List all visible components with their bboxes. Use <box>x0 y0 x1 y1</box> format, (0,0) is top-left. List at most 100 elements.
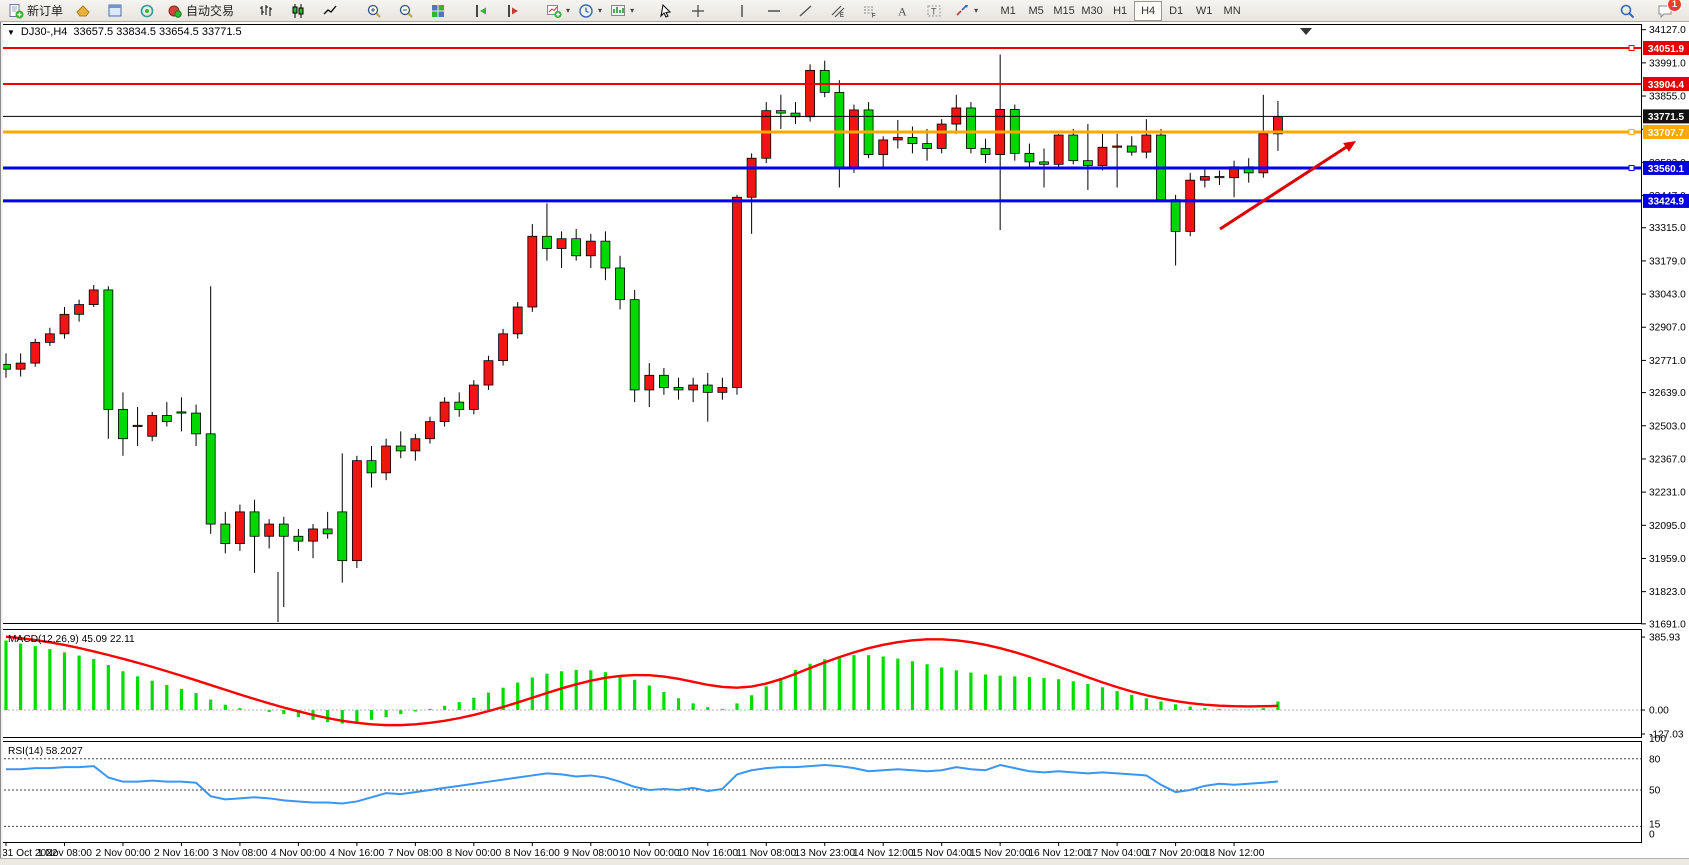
market-watch-button[interactable] <box>131 0 163 22</box>
chart-area[interactable]: 34127.033991.033855.033719.033583.033447… <box>0 22 1689 865</box>
templates-button[interactable]: ▾ <box>606 0 638 22</box>
candle-body[interactable] <box>659 374 669 388</box>
candle-body[interactable] <box>878 139 889 155</box>
candle-body[interactable] <box>644 374 655 391</box>
candle-chart-button[interactable] <box>282 0 314 22</box>
candle-body[interactable] <box>556 238 567 249</box>
candle-body[interactable] <box>1170 199 1181 232</box>
candle-body[interactable] <box>1097 146 1108 166</box>
text-button[interactable]: A <box>886 0 918 22</box>
candle-body[interactable] <box>702 384 713 393</box>
candle-body[interactable] <box>542 235 552 249</box>
timeframe-d1-button[interactable]: D1 <box>1169 4 1184 17</box>
candle-body[interactable] <box>922 143 932 149</box>
candle-body[interactable] <box>1199 176 1210 181</box>
candle-body[interactable] <box>132 424 143 427</box>
candle-body[interactable] <box>483 360 494 386</box>
candle-body[interactable] <box>1214 176 1225 179</box>
candle-body[interactable] <box>805 70 815 118</box>
candle-body[interactable] <box>88 289 99 305</box>
candle-body[interactable] <box>775 110 786 114</box>
chart-profiles-button[interactable] <box>67 0 99 22</box>
candle-body[interactable] <box>308 528 318 542</box>
candle-body[interactable] <box>761 110 772 159</box>
level-handle[interactable] <box>1628 128 1635 135</box>
level-handle[interactable] <box>1628 164 1635 171</box>
bar-chart-button[interactable] <box>250 0 282 22</box>
cursor-button[interactable] <box>650 0 682 22</box>
candle-body[interactable] <box>1141 134 1152 153</box>
candle-body[interactable] <box>220 523 231 544</box>
timeframe-mn-button[interactable]: MN <box>1223 4 1241 17</box>
timeframe-m15-button[interactable]: M15 <box>1053 4 1075 17</box>
candle-body[interactable] <box>395 445 406 452</box>
candle-body[interactable] <box>673 387 684 391</box>
candle-body[interactable] <box>176 411 187 414</box>
candle-body[interactable] <box>59 313 70 335</box>
candle-body[interactable] <box>966 107 976 149</box>
autotrading-button[interactable]: 自动交易 <box>163 0 238 22</box>
line-chart-button[interactable] <box>314 0 346 22</box>
candle-body[interactable] <box>907 137 918 144</box>
candle-body[interactable] <box>351 460 362 562</box>
candle-body[interactable] <box>235 511 245 544</box>
level-handle[interactable] <box>1628 45 1635 51</box>
candle-body[interactable] <box>74 304 84 315</box>
timeframe-h4-button[interactable]: H4 <box>1134 0 1163 21</box>
periods-button[interactable]: ▾ <box>574 0 606 22</box>
candle-body[interactable] <box>425 421 435 440</box>
candle-body[interactable] <box>118 409 128 440</box>
candle-body[interactable] <box>30 341 41 364</box>
candle-body[interactable] <box>688 384 699 391</box>
candle-body[interactable] <box>337 511 348 562</box>
candle-body[interactable] <box>1112 145 1123 148</box>
rsi-pane[interactable] <box>0 741 1642 843</box>
candle-body[interactable] <box>1185 179 1196 232</box>
tile-windows-button[interactable] <box>422 0 454 22</box>
candle-body[interactable] <box>410 438 421 452</box>
auto-scroll-button[interactable] <box>466 0 498 22</box>
candle-body[interactable] <box>454 401 465 410</box>
candle-body[interactable] <box>249 511 260 537</box>
candle-body[interactable] <box>834 91 845 169</box>
candle-body[interactable] <box>600 240 611 269</box>
macd-pane[interactable] <box>0 629 1642 738</box>
candle-body[interactable] <box>381 445 392 474</box>
timeframe-m30-button[interactable]: M30 <box>1081 4 1103 17</box>
timeframe-w1-button[interactable]: W1 <box>1195 4 1213 17</box>
timeframe-m5-button[interactable]: M5 <box>1028 4 1044 17</box>
crosshair-button[interactable] <box>682 0 714 22</box>
candle-body[interactable] <box>585 240 596 257</box>
new-order-button[interactable]: 新订单 <box>4 0 67 22</box>
horizontal-line-button[interactable] <box>758 0 790 22</box>
candle-body[interactable] <box>527 235 538 308</box>
chart-shift-button[interactable] <box>498 0 530 22</box>
candle-body[interactable] <box>1082 160 1093 166</box>
indicators-button[interactable]: ▾ <box>542 0 574 22</box>
candle-body[interactable] <box>1126 145 1137 153</box>
price-chart[interactable]: 34127.033991.033855.033719.033583.033447… <box>0 22 1689 865</box>
trendline-button[interactable] <box>790 0 822 22</box>
zoom-in-button[interactable] <box>358 0 390 22</box>
candle-body[interactable] <box>205 433 216 525</box>
candle-body[interactable] <box>439 401 450 423</box>
candle-body[interactable] <box>849 109 859 169</box>
candle-body[interactable] <box>103 289 114 410</box>
candle-body[interactable] <box>615 267 625 301</box>
candle-body[interactable] <box>264 523 275 537</box>
candle-body[interactable] <box>571 238 582 257</box>
candle-body[interactable] <box>629 299 640 391</box>
candle-body[interactable] <box>147 415 158 437</box>
timeframe-m1-button[interactable]: M1 <box>1000 4 1016 17</box>
candle-body[interactable] <box>161 415 172 423</box>
navigator-button[interactable] <box>99 0 131 22</box>
candle-body[interactable] <box>936 123 947 149</box>
search-button[interactable] <box>1611 0 1643 22</box>
trend-arrow-annotation[interactable] <box>1219 141 1356 231</box>
candle-body[interactable] <box>44 333 55 343</box>
zoom-out-button[interactable] <box>390 0 422 22</box>
candle-body[interactable] <box>1053 134 1064 165</box>
candle-body[interactable] <box>366 460 377 474</box>
fibonacci-button[interactable]: F <box>854 0 886 22</box>
main-pane[interactable] <box>0 24 1642 624</box>
